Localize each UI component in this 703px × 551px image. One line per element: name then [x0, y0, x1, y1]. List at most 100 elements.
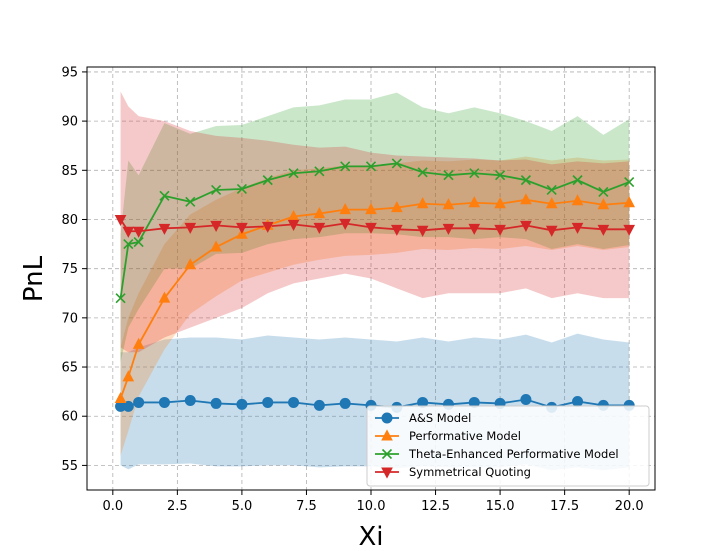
point-symmetrical-quoting	[494, 224, 506, 236]
y-tick-label: 60	[61, 410, 78, 425]
point-a-s-model	[288, 396, 300, 408]
point-theta-enhanced-performative-model	[443, 170, 454, 181]
point-a-s-model	[184, 394, 196, 406]
line-a-s-model	[120, 398, 630, 409]
point-theta-enhanced-performative-model	[115, 293, 126, 304]
point-performative-model	[545, 197, 558, 209]
line-symmetrical-quoting	[119, 218, 630, 233]
legend: A&S Model Performative Model Theta-Enhance…	[366, 405, 650, 487]
point-performative-model	[520, 193, 532, 205]
point-symmetrical-quoting	[623, 224, 636, 236]
legend-marker-a-s-model	[381, 412, 393, 424]
point-theta-enhanced-performative-model	[417, 167, 428, 178]
point-symmetrical-quoting	[365, 222, 377, 234]
point-symmetrical-quoting	[468, 223, 481, 235]
point-theta-enhanced-performative-model	[365, 161, 377, 172]
point-symmetrical-quoting	[287, 219, 300, 231]
x-tick-label: 7.5	[296, 499, 317, 514]
x-axis-label: Xi	[358, 522, 383, 551]
band-symmetrical-quoting	[120, 91, 630, 353]
point-symmetrical-quoting	[184, 222, 197, 234]
series-markers	[114, 158, 636, 413]
point-theta-enhanced-performative-model	[314, 166, 325, 177]
point-theta-enhanced-performative-model	[133, 237, 144, 248]
point-theta-enhanced-performative-model	[572, 175, 583, 186]
point-theta-enhanced-performative-model	[624, 177, 635, 188]
point-theta-enhanced-performative-model	[211, 184, 222, 196]
x-tick-label: 20.0	[615, 499, 644, 514]
point-performative-model	[365, 203, 377, 215]
point-a-s-model	[572, 395, 584, 407]
point-symmetrical-quoting	[210, 220, 222, 232]
x-tick-label: 10.0	[357, 499, 386, 514]
point-performative-model	[184, 258, 197, 270]
point-theta-enhanced-performative-model	[391, 158, 402, 169]
point-theta-enhanced-performative-model	[159, 190, 170, 201]
point-symmetrical-quoting	[545, 225, 558, 237]
point-performative-model	[390, 201, 403, 213]
y-tick-label: 65	[61, 361, 78, 376]
x-tick-label: 5.0	[232, 499, 253, 514]
point-performative-model	[132, 337, 145, 349]
point-theta-enhanced-performative-model	[288, 168, 299, 179]
series-lines	[119, 162, 630, 409]
x-tick-label: 2.5	[167, 499, 188, 514]
point-performative-model	[597, 198, 610, 210]
y-tick-label: 85	[61, 164, 78, 179]
point-theta-enhanced-performative-model	[340, 161, 351, 172]
point-performative-model	[442, 198, 455, 210]
legend-box	[366, 405, 650, 487]
legend-marker-performative-model	[381, 429, 393, 441]
point-theta-enhanced-performative-model	[469, 168, 480, 179]
point-a-s-model	[339, 397, 351, 409]
point-a-s-model	[236, 398, 248, 410]
point-performative-model	[114, 391, 127, 404]
point-symmetrical-quoting	[339, 218, 352, 230]
point-performative-model	[494, 197, 506, 209]
legend-marker-theta-enhanced-performative-model	[381, 448, 393, 460]
y-tick-label: 55	[61, 459, 78, 474]
x-tick-label: 0.0	[102, 499, 123, 514]
point-symmetrical-quoting	[132, 226, 145, 238]
point-symmetrical-quoting	[313, 222, 326, 234]
point-performative-model	[122, 370, 135, 382]
point-symmetrical-quoting	[597, 224, 610, 236]
y-tick-label: 75	[61, 262, 78, 277]
point-theta-enhanced-performative-model	[546, 184, 557, 196]
legend-marker-symmetrical-quoting	[381, 467, 393, 479]
point-symmetrical-quoting	[114, 214, 127, 227]
point-a-s-model	[313, 399, 325, 411]
legend-label: Symmetrical Quoting	[409, 465, 531, 479]
point-theta-enhanced-performative-model	[598, 186, 609, 197]
point-theta-enhanced-performative-model	[520, 175, 531, 186]
point-a-s-model	[158, 396, 170, 408]
y-tick-label: 90	[61, 115, 78, 130]
point-a-s-model	[210, 397, 222, 409]
point-performative-model	[210, 240, 222, 252]
point-symmetrical-quoting	[261, 221, 274, 233]
y-axis-ticks: 55 60 65 70 75 80 85 90 95	[61, 65, 87, 474]
x-axis-ticks: 0.0 2.5 5.0 7.5 10.0 12.5 15.0 17.5 20.0	[102, 490, 644, 514]
line-performative-model	[119, 198, 630, 399]
point-performative-model	[158, 291, 171, 303]
point-symmetrical-quoting	[571, 222, 584, 234]
point-symmetrical-quoting	[416, 225, 429, 237]
x-tick-label: 15.0	[486, 499, 515, 514]
point-theta-enhanced-performative-model	[123, 239, 134, 250]
point-theta-enhanced-performative-model	[236, 183, 247, 195]
legend-label: A&S Model	[409, 411, 471, 425]
point-performative-model	[623, 196, 636, 208]
point-theta-enhanced-performative-model	[495, 170, 506, 181]
legend-label: Performative Model	[409, 429, 521, 443]
y-axis-label: PnL	[19, 255, 49, 302]
point-a-s-model	[262, 396, 274, 408]
point-performative-model	[339, 203, 352, 215]
x-tick-label: 17.5	[550, 499, 579, 514]
point-performative-model	[468, 196, 481, 208]
y-tick-label: 70	[61, 311, 78, 326]
point-theta-enhanced-performative-model	[185, 196, 196, 207]
y-tick-label: 95	[61, 65, 78, 80]
point-symmetrical-quoting	[122, 226, 135, 238]
point-performative-model	[313, 207, 326, 219]
